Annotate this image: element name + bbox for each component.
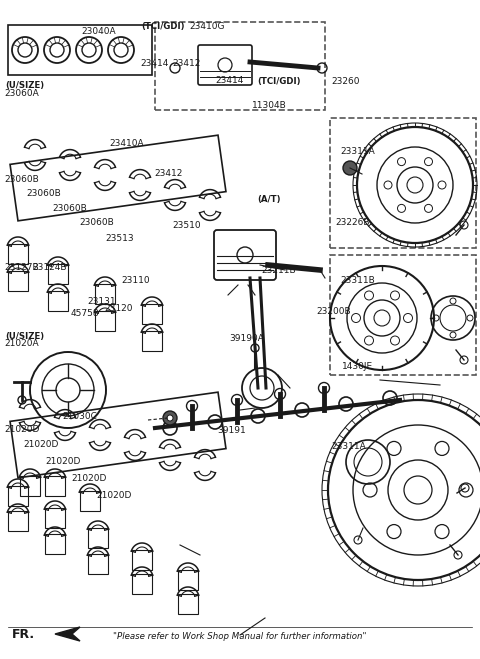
Text: 23060B: 23060B: [5, 175, 39, 184]
Bar: [178, 570, 198, 590]
Bar: [45, 476, 65, 496]
Text: 23412: 23412: [155, 169, 183, 179]
Text: 23110: 23110: [121, 276, 150, 285]
Text: 23211B: 23211B: [262, 266, 296, 275]
Text: 23124B: 23124B: [33, 263, 67, 272]
Bar: [45, 534, 65, 554]
Text: (TCI/GDI): (TCI/GDI): [257, 77, 300, 86]
Text: 39191: 39191: [217, 426, 246, 436]
Text: 23226B: 23226B: [335, 218, 370, 227]
Text: 23311A: 23311A: [341, 147, 375, 156]
Text: 21020A: 21020A: [5, 339, 39, 349]
Text: 23414: 23414: [140, 59, 168, 68]
Text: 23510: 23510: [173, 221, 202, 230]
Text: 23260: 23260: [331, 77, 360, 86]
Circle shape: [163, 411, 177, 425]
Circle shape: [343, 161, 357, 175]
Bar: [142, 304, 162, 324]
Text: 23060B: 23060B: [79, 218, 114, 227]
Bar: [45, 508, 65, 528]
Text: (U/SIZE): (U/SIZE): [5, 331, 44, 341]
Text: 23060A: 23060A: [5, 89, 39, 98]
Text: 23412: 23412: [173, 59, 201, 68]
Bar: [95, 284, 115, 304]
Text: (A/T): (A/T): [257, 194, 280, 204]
Bar: [8, 486, 28, 506]
Bar: [132, 550, 152, 570]
Bar: [330, 255, 476, 375]
Text: 23414: 23414: [215, 76, 243, 85]
Bar: [8, 271, 28, 291]
Bar: [48, 291, 68, 311]
Text: 39190A: 39190A: [229, 334, 264, 343]
Bar: [8, 25, 152, 75]
Text: 23410A: 23410A: [109, 139, 144, 148]
Text: 21020D: 21020D: [5, 425, 40, 434]
Bar: [48, 264, 68, 284]
Bar: [88, 528, 108, 548]
Circle shape: [167, 415, 173, 421]
Bar: [80, 491, 100, 511]
Text: (U/SIZE): (U/SIZE): [5, 81, 44, 90]
Text: (TCI/GDI): (TCI/GDI): [142, 22, 185, 31]
Text: 45758: 45758: [71, 309, 100, 318]
Text: 23410G: 23410G: [190, 22, 225, 31]
Text: 23131: 23131: [87, 297, 116, 306]
Bar: [95, 311, 115, 331]
Polygon shape: [55, 627, 80, 641]
Text: 21020D: 21020D: [46, 457, 81, 466]
Text: 23120: 23120: [105, 304, 133, 313]
Bar: [155, 22, 325, 110]
Text: 23311B: 23311B: [341, 276, 375, 285]
Text: 1430JE: 1430JE: [342, 362, 373, 371]
Text: 23311A: 23311A: [331, 442, 366, 451]
Text: 21020D: 21020D: [23, 440, 59, 449]
Text: FR.: FR.: [12, 628, 35, 641]
Text: 23200B: 23200B: [317, 306, 351, 316]
Text: 23127B: 23127B: [5, 263, 39, 272]
Bar: [88, 554, 108, 574]
Text: "Please refer to Work Shop Manual for further information": "Please refer to Work Shop Manual for fu…: [113, 632, 367, 641]
Text: 23040A: 23040A: [82, 27, 116, 36]
Bar: [142, 331, 162, 351]
Text: 21030C: 21030C: [62, 412, 97, 421]
Bar: [330, 118, 476, 248]
Bar: [132, 574, 152, 594]
Text: 21020D: 21020D: [96, 491, 132, 500]
Text: 11304B: 11304B: [252, 101, 287, 110]
Bar: [178, 594, 198, 614]
Text: 23060B: 23060B: [53, 204, 87, 213]
Bar: [20, 476, 40, 496]
Text: 23060B: 23060B: [26, 189, 61, 198]
Text: 21020D: 21020D: [71, 474, 107, 483]
Text: 23513: 23513: [106, 234, 134, 243]
Bar: [8, 244, 28, 264]
Bar: [8, 511, 28, 531]
